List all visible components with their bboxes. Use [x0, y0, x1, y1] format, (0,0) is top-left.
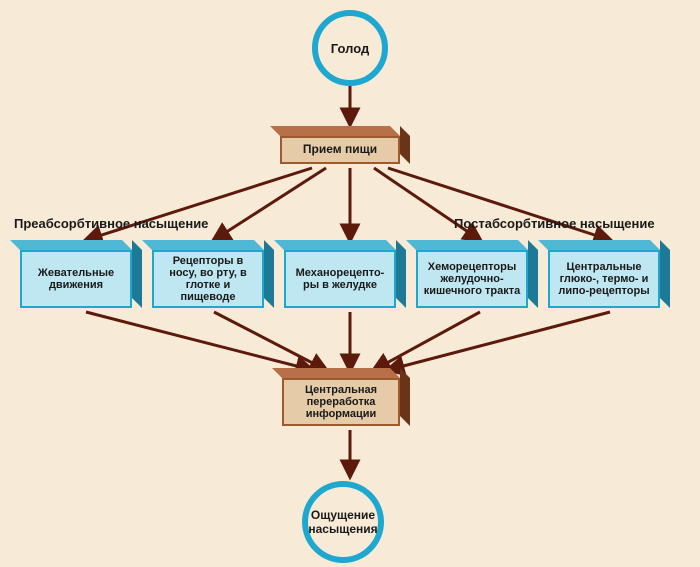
- node-satiation-label: Ощущение насыщения: [308, 508, 378, 536]
- node-chemo-label: Хеморецепторы желудочно-кишечного тракта: [422, 261, 522, 297]
- node-central-processing-label: Центральная переработка информации: [288, 384, 394, 420]
- node-receptors-nose: Рецепторы в носу, во рту, в глотке и пищ…: [152, 240, 274, 308]
- node-central-receptors-label: Центральные глюко-, термо- и липо-рецепт…: [554, 261, 654, 297]
- node-food-intake: Прием пищи: [280, 126, 410, 164]
- section-label-postabsorptive: Постабсорбтивное насыщение: [454, 216, 655, 231]
- node-central-receptors: Центральные глюко-, термо- и липо-рецепт…: [548, 240, 670, 308]
- diagram-canvas: Голод Преабсорбтивное насыщение Постабсо…: [0, 0, 700, 567]
- node-chewing-label: Жевательные движения: [26, 267, 126, 291]
- node-food-intake-label: Прием пищи: [303, 143, 377, 156]
- node-receptors-nose-label: Рецепторы в носу, во рту, в глотке и пищ…: [158, 255, 258, 303]
- node-mechano: Механорецепто-ры в желудке: [284, 240, 406, 308]
- node-mechano-label: Механорецепто-ры в желудке: [290, 267, 390, 291]
- section-label-preabsorptive: Преабсорбтивное насыщение: [14, 216, 208, 231]
- node-hunger-label: Голод: [331, 41, 369, 56]
- node-satiation: Ощущение насыщения: [302, 481, 384, 563]
- node-central-processing: Центральная переработка информации: [282, 368, 410, 426]
- node-chewing: Жевательные движения: [20, 240, 142, 308]
- node-hunger: Голод: [312, 10, 388, 86]
- node-chemo: Хеморецепторы желудочно-кишечного тракта: [416, 240, 538, 308]
